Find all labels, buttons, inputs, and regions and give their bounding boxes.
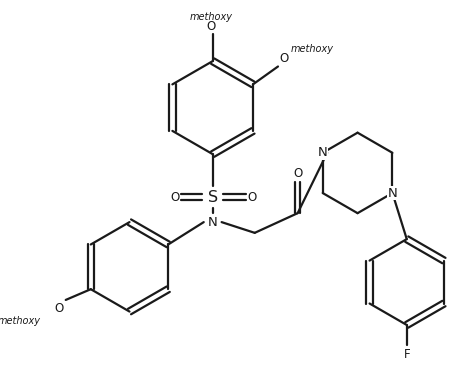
Text: O: O xyxy=(293,167,301,180)
Text: methoxy: methoxy xyxy=(290,44,333,54)
Text: N: N xyxy=(207,216,217,229)
Text: methoxy: methoxy xyxy=(0,316,41,326)
Text: O: O xyxy=(279,52,288,65)
Text: S: S xyxy=(207,189,217,204)
Text: N: N xyxy=(387,186,396,200)
Text: O: O xyxy=(206,19,215,32)
Text: methoxy: methoxy xyxy=(189,12,232,22)
Text: O: O xyxy=(170,191,179,204)
Text: O: O xyxy=(247,191,256,204)
Text: O: O xyxy=(55,302,64,315)
Text: F: F xyxy=(402,348,409,361)
Text: N: N xyxy=(317,146,327,159)
